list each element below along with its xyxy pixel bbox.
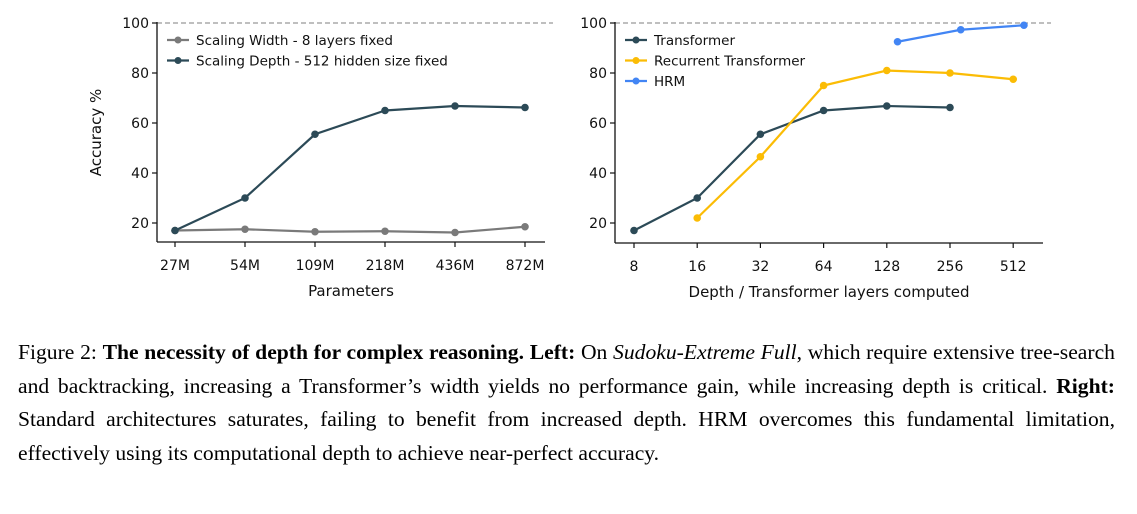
data-point xyxy=(819,106,828,115)
series-line-scaling-width-8-layers-fixed xyxy=(174,225,526,234)
data-point xyxy=(1020,21,1028,30)
data-point xyxy=(521,103,529,112)
data-point xyxy=(893,37,902,46)
caption-left-label: Left: xyxy=(529,340,576,364)
y-tick-label: 20 xyxy=(589,216,607,232)
data-point xyxy=(883,66,891,75)
y-tick-label: 60 xyxy=(131,116,149,132)
data-point xyxy=(381,106,389,115)
chart-panel-right: 20 40 60 80 100 8 16 32 64 128 256 512 Depth / Trans… xyxy=(580,16,1051,301)
data-point xyxy=(381,227,389,236)
x-tick-label: 27M xyxy=(160,258,190,274)
data-point xyxy=(946,69,954,77)
data-point xyxy=(693,194,701,202)
data-point xyxy=(883,102,891,110)
x-axis-label: Depth / Transformer layers computed xyxy=(689,283,970,301)
data-point xyxy=(241,194,249,202)
legend-label: Transformer xyxy=(653,33,735,49)
x-axis-label: Parameters xyxy=(308,282,394,300)
x-tick-label: 54M xyxy=(230,258,260,274)
data-point xyxy=(956,25,965,34)
x-tick-label: 436M xyxy=(436,258,475,274)
y-tick-label: 80 xyxy=(589,66,607,82)
legend-label: Scaling Depth - 512 hidden size fixed xyxy=(196,54,448,70)
x-tick-label: 16 xyxy=(688,259,706,275)
caption-text: , which require extensive tree-search an… xyxy=(18,340,1115,398)
caption-right-label: Right: xyxy=(1056,373,1115,398)
data-point xyxy=(756,130,765,139)
legend-label: HRM xyxy=(654,74,685,90)
x-tick-label: 218M xyxy=(366,258,405,274)
x-tick-label: 8 xyxy=(630,259,639,275)
legend-marker xyxy=(174,36,182,44)
figure: 20 40 60 80 100 27M 54M 109M 218M 436M 872M Paramet… xyxy=(87,16,1051,301)
data-point xyxy=(241,225,249,234)
legend-label: Recurrent Transformer xyxy=(654,54,806,70)
caption-text: On xyxy=(575,340,614,364)
caption-label: Figure 2: xyxy=(18,340,103,364)
legend-marker xyxy=(632,77,640,85)
data-point xyxy=(171,226,179,235)
x-tick-label: 872M xyxy=(506,258,545,274)
y-tick-label: 40 xyxy=(589,166,607,182)
data-point xyxy=(1009,75,1017,84)
x-tick-label: 128 xyxy=(873,259,900,275)
x-tick-label: 109M xyxy=(296,258,335,274)
data-point xyxy=(819,81,828,90)
y-tick-label: 40 xyxy=(131,166,149,182)
data-point xyxy=(451,228,459,237)
data-point xyxy=(756,152,765,161)
y-tick-label: 20 xyxy=(131,216,149,232)
chart-panel-left: 20 40 60 80 100 27M 54M 109M 218M 436M 872M Paramet… xyxy=(87,16,553,300)
data-point xyxy=(946,103,954,112)
data-point xyxy=(451,102,459,110)
x-tick-label: 256 xyxy=(937,259,964,275)
x-tick-label: 32 xyxy=(751,259,769,275)
caption-text: Standard architectures saturates, failin… xyxy=(18,407,1115,465)
x-tick-label: 64 xyxy=(815,259,833,275)
data-point xyxy=(693,214,701,222)
y-tick-label: 100 xyxy=(122,16,149,32)
series-line-recurrent-transformer xyxy=(696,69,1014,219)
series-line-transformer xyxy=(633,104,951,232)
legend-marker xyxy=(632,36,640,44)
data-point xyxy=(311,130,319,139)
data-point xyxy=(311,227,319,236)
series-line-scaling-depth-512-hidden-size-fixed xyxy=(174,104,526,232)
legend-marker xyxy=(174,57,182,64)
y-axis-label: Accuracy % xyxy=(87,89,105,177)
y-tick-label: 80 xyxy=(131,66,149,82)
y-tick-label: 100 xyxy=(580,16,607,32)
caption-title: The necessity of depth for complex reaso… xyxy=(102,340,524,364)
y-tick-label: 60 xyxy=(589,116,607,132)
data-point xyxy=(630,226,638,235)
caption-dataset: Sudoku-Extreme Full xyxy=(613,340,797,364)
legend-label: Scaling Width - 8 layers fixed xyxy=(196,33,393,49)
x-tick-label: 512 xyxy=(1000,259,1027,275)
figure-caption: Figure 2: The necessity of depth for com… xyxy=(18,336,1115,470)
data-point xyxy=(521,222,529,231)
legend-marker xyxy=(632,57,640,64)
